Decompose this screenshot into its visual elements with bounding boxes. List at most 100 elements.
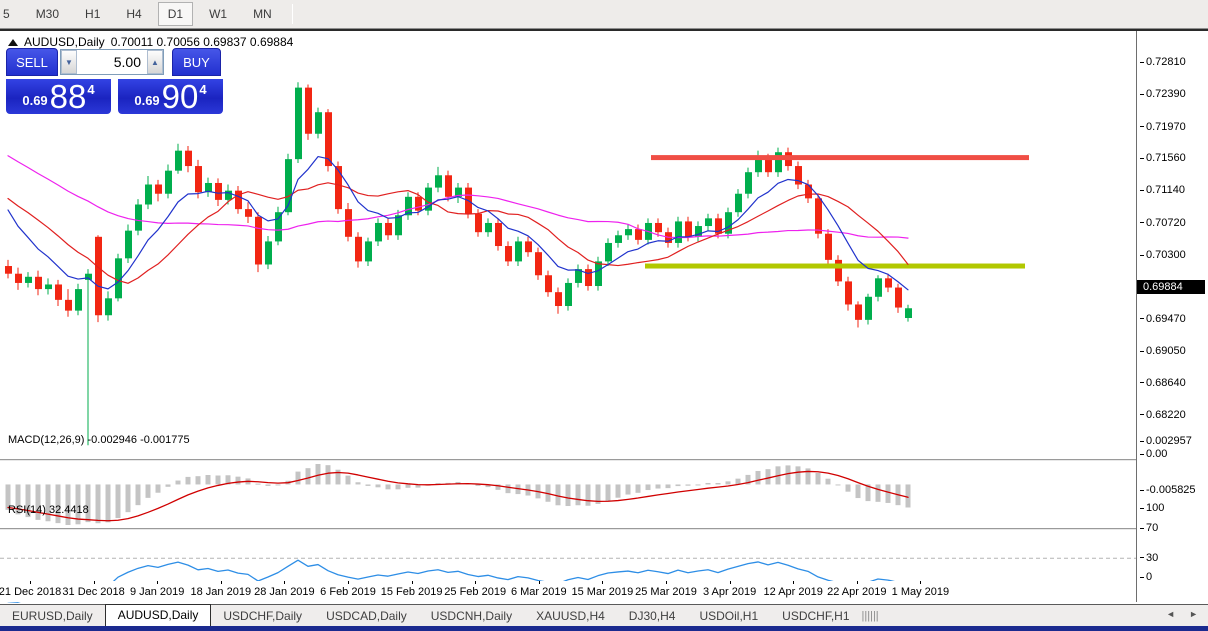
tab-scroll-arrows: ◄ ► xyxy=(1166,609,1198,619)
buy-button[interactable]: BUY xyxy=(172,48,221,76)
price-axis-label: 0.71970 xyxy=(1140,121,1186,133)
price-axis-label: 0.70300 xyxy=(1140,249,1186,261)
macd-chart xyxy=(5,464,911,525)
sell-price-point: 4 xyxy=(87,82,95,97)
date-tick xyxy=(602,581,604,584)
panel-separator[interactable] xyxy=(0,528,1208,530)
chart-tab-eurusd-daily[interactable]: EURUSD,Daily xyxy=(12,608,93,623)
date-tick xyxy=(475,581,477,584)
window-bottom-edge xyxy=(0,626,1208,631)
tab-divider: | xyxy=(864,609,868,622)
tab-scroll-left-icon[interactable]: ◄ xyxy=(1166,609,1176,619)
timeframe-button-m30[interactable]: M30 xyxy=(35,7,60,21)
tab-divider: | xyxy=(861,609,865,622)
timeframe-button-mn[interactable]: MN xyxy=(253,7,272,21)
sell-price-prefix: 0.69 xyxy=(22,93,48,108)
chart-tab-bar: EURUSD,Daily AUDUSD,Daily USDCHF,Daily USDC… xyxy=(0,603,1208,627)
date-tick xyxy=(30,581,31,584)
date-axis-label: 18 Jan 2019 xyxy=(190,586,252,598)
sell-button[interactable]: SELL xyxy=(6,48,58,76)
date-tick xyxy=(729,581,731,584)
date-tick xyxy=(284,581,286,584)
rsi-axis-70: 70 xyxy=(1140,522,1158,534)
macd-axis-min: -0.005825 xyxy=(1140,484,1196,496)
date-axis-label: 15 Mar 2019 xyxy=(571,586,634,598)
one-click-trade-panel: SELL ▼ ▲ BUY 0.69 88 4 0.69 90 4 xyxy=(6,48,223,114)
date-tick xyxy=(93,581,95,584)
date-tick xyxy=(920,581,922,584)
chart-tab-usdcnh-daily[interactable]: USDCNH,Daily xyxy=(430,608,513,623)
sell-price-box[interactable]: 0.69 88 4 xyxy=(6,77,111,114)
date-axis-label: 1 May 2019 xyxy=(891,586,950,598)
buy-price-prefix: 0.69 xyxy=(134,93,160,108)
chart-window xyxy=(0,31,1208,612)
chart-tab-usdoil-h1[interactable]: USDOil,H1 xyxy=(699,608,759,623)
date-tick xyxy=(538,581,540,584)
chart-ohlc-values: 0.70011 0.70056 0.69837 0.69884 xyxy=(110,35,294,49)
chart-tab-usdcad-daily[interactable]: USDCAD,Daily xyxy=(326,608,407,623)
volume-increase-button[interactable]: ▲ xyxy=(147,50,163,74)
price-axis-label: 0.68220 xyxy=(1140,409,1186,421)
tab-divider: | xyxy=(870,609,873,622)
timeframe-button-h1[interactable]: H1 xyxy=(85,7,101,21)
price-axis-label: 0.71140 xyxy=(1140,184,1185,196)
axis-separator xyxy=(1136,31,1137,602)
chart-tab-dj30-h4[interactable]: DJ30,H4 xyxy=(628,608,676,623)
tab-divider: | xyxy=(875,609,879,622)
date-tick xyxy=(220,581,222,584)
macd-label: MACD(12,26,9) -0.002946 -0.001775 xyxy=(8,434,190,446)
rsi-axis-30: 30 xyxy=(1140,552,1158,564)
date-axis: 21 Dec 2018 31 Dec 2018 9 Jan 2019 18 Jan 2… xyxy=(0,581,1136,602)
sell-price-pips: 88 xyxy=(49,78,87,115)
tab-scroll-right-icon[interactable]: ► xyxy=(1189,609,1198,619)
date-tick xyxy=(793,581,795,584)
date-axis-label: 25 Mar 2019 xyxy=(635,586,697,598)
timeframe-button-d1[interactable]: D1 xyxy=(157,2,194,26)
rsi-axis-100: 100 xyxy=(1140,502,1164,514)
timeframe-button-5[interactable]: 5 xyxy=(3,7,10,21)
date-axis-label: 28 Jan 2019 xyxy=(254,586,315,598)
chart-tab-xauusd-h4[interactable]: XAUUSD,H4 xyxy=(536,608,605,623)
macd-axis-zero: 0.00 xyxy=(1140,448,1167,460)
chart-tab-audusd-daily[interactable]: AUDUSD,Daily xyxy=(104,603,212,627)
rsi-label: RSI(14) 32.4418 xyxy=(8,504,89,516)
buy-price-point: 4 xyxy=(199,82,207,97)
date-axis-label: 25 Feb 2019 xyxy=(444,586,507,598)
volume-input[interactable] xyxy=(77,50,147,74)
date-axis-label: 12 Apr 2019 xyxy=(763,586,823,598)
date-axis-label: 6 Mar 2019 xyxy=(510,586,567,598)
date-axis-label: 6 Feb 2019 xyxy=(320,586,376,598)
tab-divider: | xyxy=(867,609,871,622)
timeframe-toolbar: 5 M30 H1 H4 D1 W1 MN xyxy=(0,0,1208,29)
date-tick xyxy=(348,581,349,584)
chart-tab-usdchf-h1[interactable]: USDCHF,H1 xyxy=(782,608,850,623)
chart-title: AUDUSD,Daily 0.70011 0.70056 0.69837 0.6… xyxy=(8,35,293,49)
price-axis-label: 0.69470 xyxy=(1140,313,1186,325)
toolbar-separator xyxy=(291,4,293,24)
chart-tab-usdchf-daily[interactable]: USDCHF,Daily xyxy=(223,608,303,623)
buy-price-pips: 90 xyxy=(161,78,199,115)
rsi-axis-0: 0 xyxy=(1140,571,1152,583)
volume-decrease-button[interactable]: ▼ xyxy=(61,50,77,74)
date-tick xyxy=(411,581,413,584)
panel-separator[interactable] xyxy=(0,459,1208,461)
date-tick xyxy=(157,581,159,584)
tab-divider: | xyxy=(872,609,876,622)
buy-price-box[interactable]: 0.69 90 4 xyxy=(118,77,223,114)
price-axis-label: 0.70720 xyxy=(1140,217,1186,229)
window-top-border xyxy=(0,29,1208,31)
chart-symbol-period: AUDUSD,Daily xyxy=(24,35,105,49)
volume-stepper: ▼ ▲ xyxy=(60,49,164,75)
price-axis: 0.72810 0.72390 0.71970 0.71560 0.71140 0.707… xyxy=(1137,31,1208,602)
timeframe-button-h4[interactable]: H4 xyxy=(126,7,142,21)
date-axis-label: 21 Dec 2018 xyxy=(0,586,62,598)
symbol-up-triangle-icon xyxy=(8,38,18,46)
price-chart[interactable] xyxy=(0,62,1136,459)
timeframe-button-w1[interactable]: W1 xyxy=(209,7,228,21)
current-price-tag: 0.69884 xyxy=(1137,280,1205,294)
date-axis-label: 31 Dec 2018 xyxy=(62,586,125,598)
date-axis-label: 9 Jan 2019 xyxy=(129,586,185,598)
date-tick xyxy=(856,581,858,584)
macd-axis-max: 0.002957 xyxy=(1140,435,1192,447)
